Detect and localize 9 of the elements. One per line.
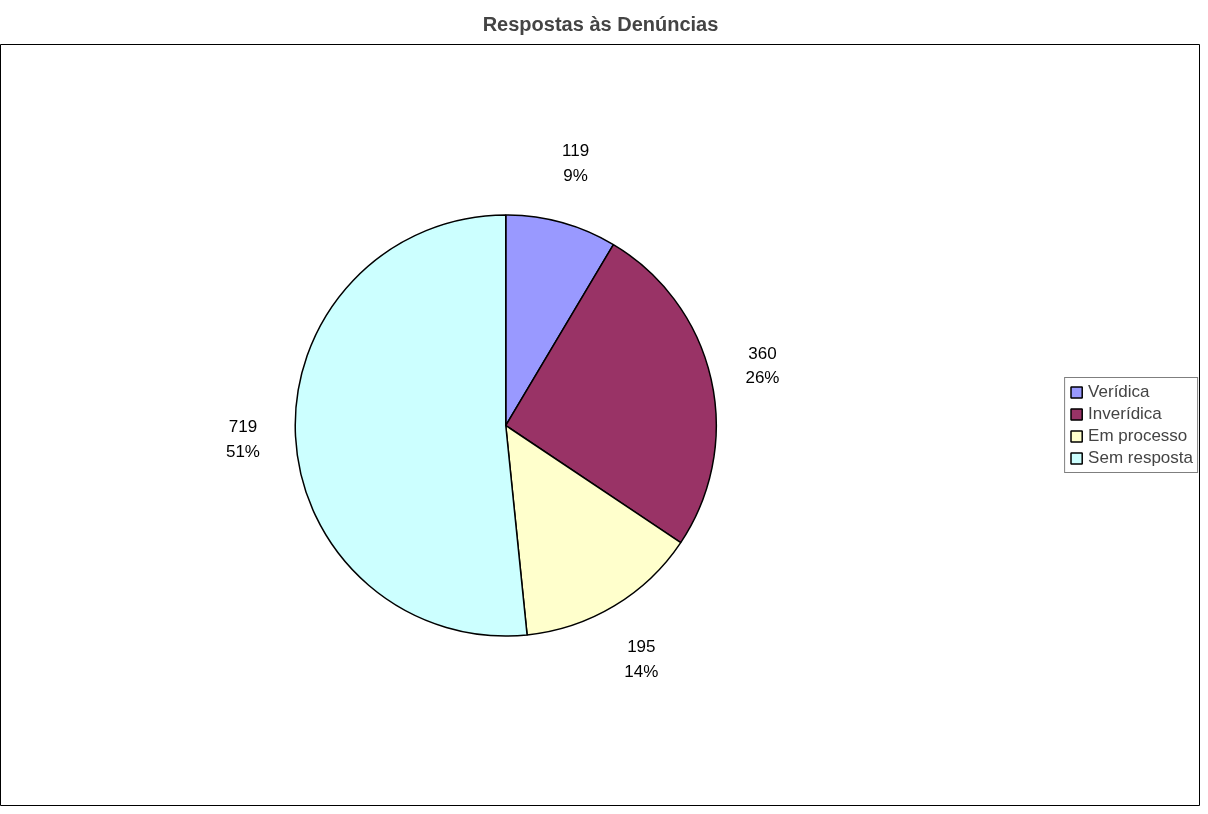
- legend-label: Inverídica: [1088, 404, 1162, 424]
- legend-label: Em processo: [1088, 426, 1188, 446]
- chart-title: Respostas às Denúncias: [482, 12, 719, 35]
- legend-label: Verídica: [1088, 382, 1150, 402]
- data-label: 719 51%: [225, 417, 260, 462]
- data-label: 119 9%: [561, 141, 590, 185]
- data-label: 360 26%: [745, 343, 780, 388]
- data-label: 195 14%: [624, 636, 659, 681]
- legend-label: Sem resposta: [1088, 448, 1193, 468]
